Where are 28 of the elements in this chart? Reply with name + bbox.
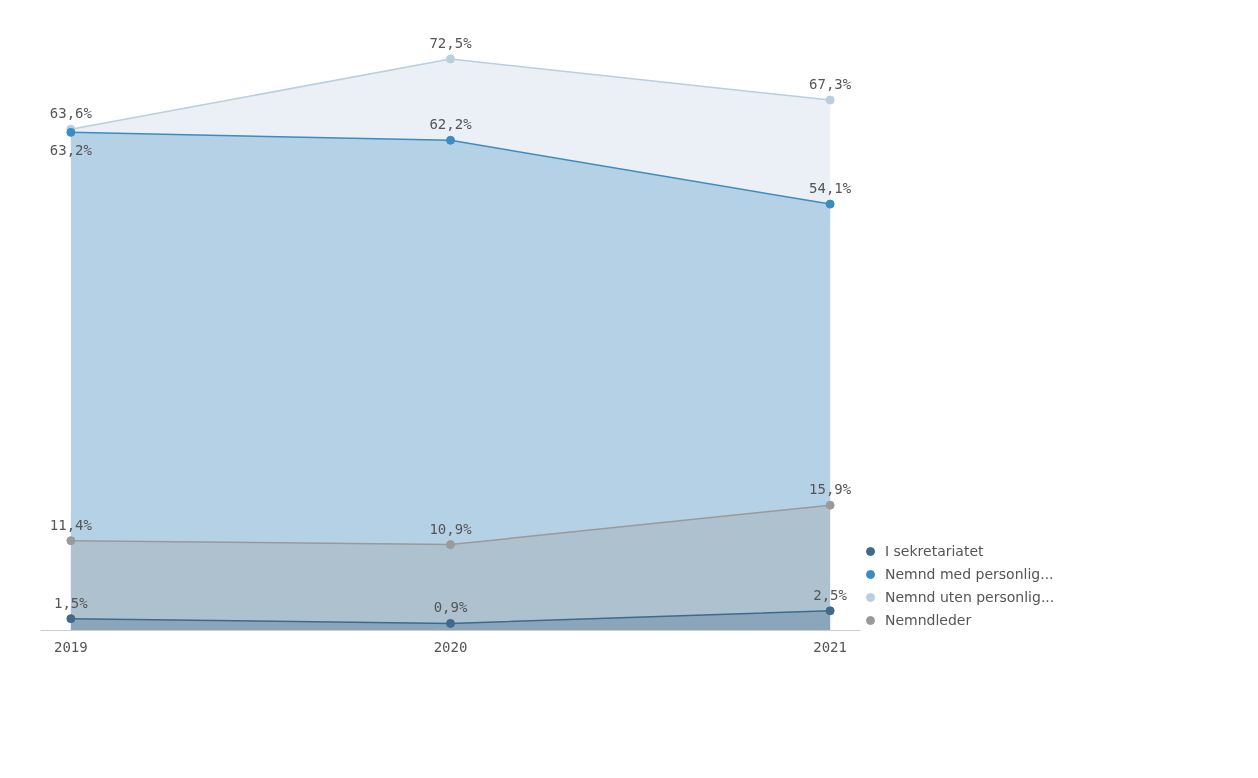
data-label: 67,3% bbox=[809, 76, 852, 93]
x-tick-label: 2020 bbox=[433, 638, 468, 655]
point bbox=[446, 54, 455, 64]
data-label: 54,1% bbox=[809, 180, 852, 197]
data-label: 62,2% bbox=[429, 116, 473, 133]
legend-label: Nemnd uten personlig... bbox=[885, 589, 1055, 605]
point bbox=[446, 135, 455, 145]
data-label: 0,9% bbox=[433, 599, 468, 616]
data-label: 72,5% bbox=[429, 35, 473, 52]
point bbox=[825, 606, 835, 616]
point bbox=[66, 536, 76, 546]
point bbox=[825, 199, 835, 209]
point bbox=[825, 500, 835, 510]
point bbox=[825, 95, 835, 105]
data-label: 11,4% bbox=[49, 516, 93, 533]
point bbox=[66, 614, 76, 624]
legend-label: I sekretariatet bbox=[885, 543, 984, 559]
data-label: 63,6% bbox=[49, 105, 93, 122]
point bbox=[446, 618, 455, 628]
x-tick-label: 2021 bbox=[813, 638, 847, 655]
data-label: 2,5% bbox=[813, 586, 848, 603]
data-label: 63,2% bbox=[49, 142, 93, 159]
data-label: 15,9% bbox=[809, 481, 852, 498]
legend-label: Nemnd med personlig... bbox=[885, 566, 1054, 582]
data-label: 10,9% bbox=[429, 520, 473, 537]
point bbox=[446, 540, 455, 550]
legend-label: Nemndleder bbox=[885, 612, 972, 628]
x-tick-label: 2019 bbox=[54, 638, 88, 655]
